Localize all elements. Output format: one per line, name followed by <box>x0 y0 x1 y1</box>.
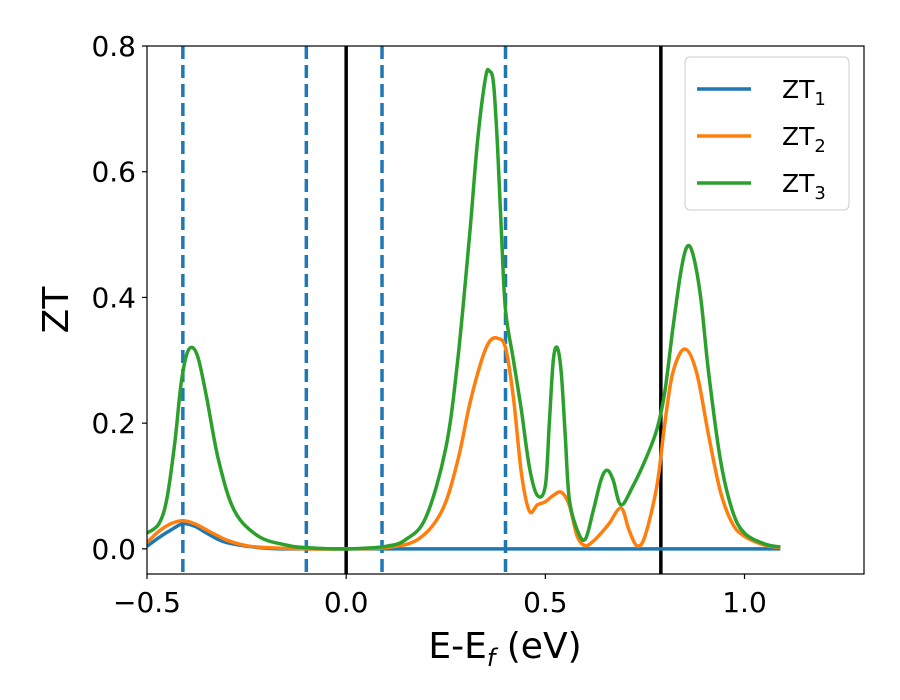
legend: ZT1 ZT2 ZT3 <box>684 56 850 211</box>
plot-frame <box>146 45 865 575</box>
x-axis-label-unit: (eV) <box>495 626 581 667</box>
y-tick-label: 0.2 <box>91 407 136 440</box>
x-tick-label: 0.5 <box>523 586 568 619</box>
series-line-zt2 <box>147 336 781 551</box>
y-tick-label: 0.6 <box>91 156 136 189</box>
x-tick-label: 0.0 <box>324 586 369 619</box>
legend-label-zt3: ZT3 <box>782 169 826 204</box>
y-tick-label: 0.8 <box>91 30 136 63</box>
x-axis-label: E-Ef (eV) <box>428 626 581 672</box>
x-axis-label-main: E-E <box>428 626 486 667</box>
legend-label-zt1: ZT1 <box>782 75 826 110</box>
y-tick-label: 0.4 <box>91 281 136 314</box>
x-tick-label: 1.0 <box>722 586 767 619</box>
legend-box <box>684 56 850 211</box>
y-axis-label: ZT <box>36 286 77 334</box>
x-tick-label: −0.5 <box>113 586 181 619</box>
y-tick-label: 0.0 <box>91 533 136 566</box>
legend-label-zt2: ZT2 <box>782 122 826 157</box>
series-line-zt3 <box>147 67 781 551</box>
